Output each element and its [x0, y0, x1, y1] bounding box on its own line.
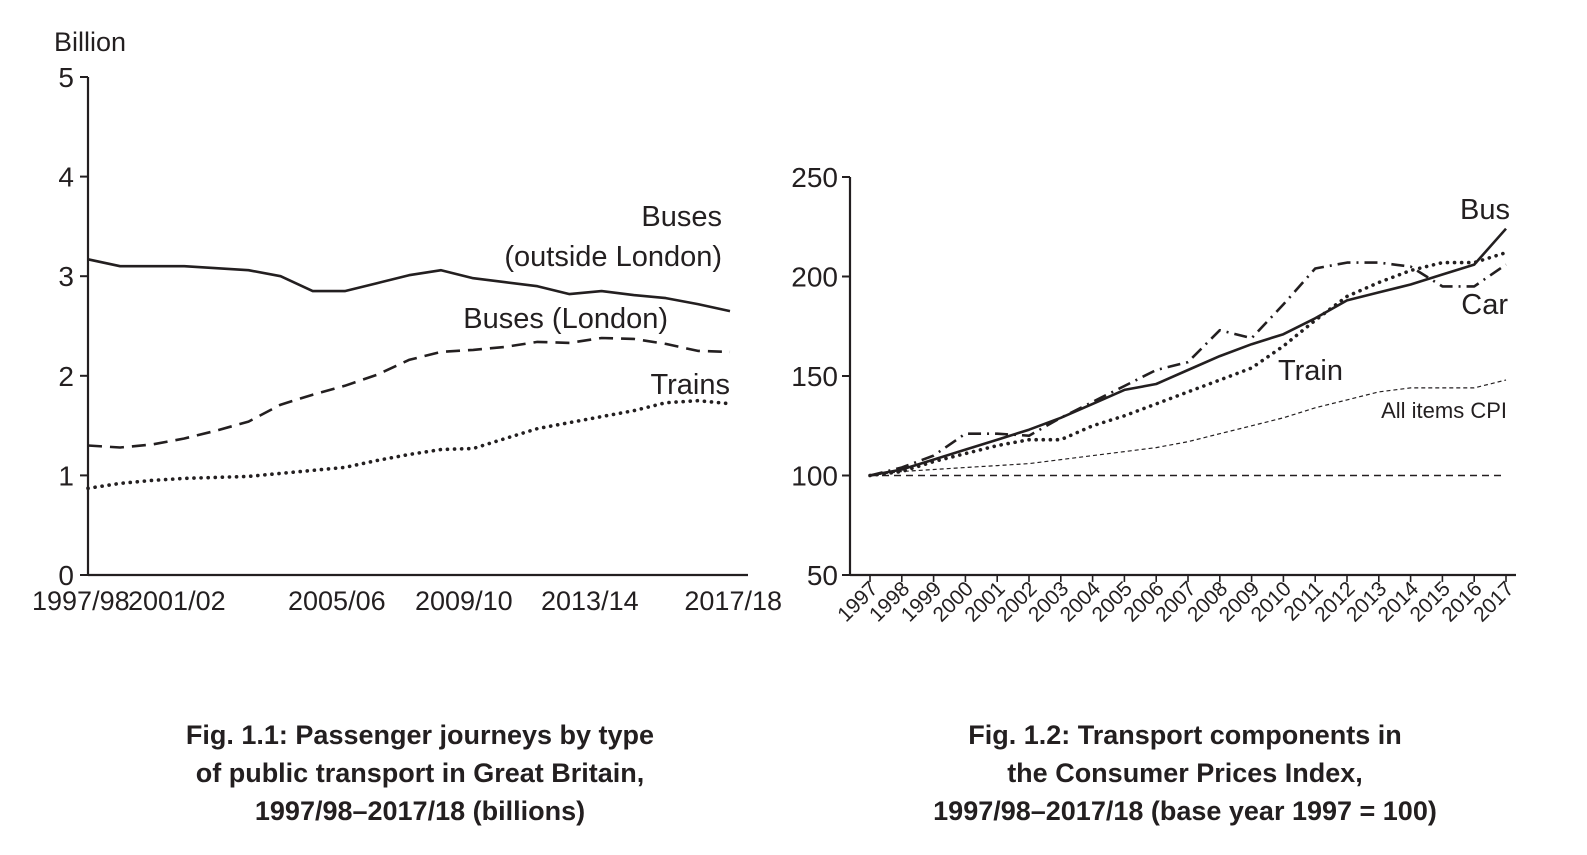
y-tick-label: 200 — [791, 262, 838, 293]
figure-1-caption-line: 1997/98–2017/18 (billions) — [254, 796, 586, 826]
x-tick-label: 1997/98 — [32, 586, 130, 616]
y-tick-label: 250 — [791, 162, 838, 193]
x-tick-label: 2017/18 — [684, 586, 782, 616]
series-label-buses-london: Buses (London) — [463, 303, 668, 335]
y-tick-label: 3 — [58, 261, 74, 292]
series-line-car — [869, 261, 1507, 477]
x-tick-label: 2013/14 — [541, 586, 639, 616]
y-tick-label: 100 — [791, 461, 838, 492]
figure-2-caption: Fig. 1.2: Transport components in the Co… — [840, 716, 1530, 830]
data-point-buses-london — [439, 349, 444, 354]
y-tick-label: 150 — [791, 361, 838, 392]
y-axis-title: Billion — [54, 27, 126, 57]
series-label-car: Car — [1461, 289, 1508, 321]
y-tick-label: 1 — [58, 460, 74, 491]
x-tick-label: 2009/10 — [415, 586, 513, 616]
data-point-car — [963, 431, 968, 436]
series-line-trains — [86, 398, 732, 491]
series-line-bus — [869, 227, 1507, 477]
y-tick-label: 4 — [58, 162, 74, 193]
series-label-train: Train — [1278, 355, 1343, 387]
series-line-buses-outside-london — [87, 258, 731, 313]
data-point-trains — [728, 401, 733, 406]
series-label-bus: Bus — [1460, 194, 1510, 226]
series-line-buses-london — [87, 336, 731, 449]
series-label-all-items-cpi: All items CPI — [1381, 398, 1507, 423]
series-label-buses-outside-london: Buses — [641, 201, 722, 233]
chart-transport-cpi: 5010015020025019971998199920002001200220… — [791, 162, 1518, 627]
figure-1-caption-line: of public transport in Great Britain, — [195, 758, 645, 788]
y-tick-label: 2 — [58, 361, 74, 392]
y-tick-label: 50 — [807, 560, 838, 591]
series-line-all-items-cpi — [869, 379, 1507, 477]
series-label-buses-outside-london: (outside London) — [504, 241, 722, 273]
x-tick-label: 2001/02 — [128, 586, 226, 616]
series-line-train — [868, 250, 1508, 478]
figure-2-caption-line: Fig. 1.2: Transport components in — [968, 720, 1402, 750]
y-tick-label: 5 — [58, 62, 74, 93]
figure-1-caption: Fig. 1.1: Passenger journeys by type of … — [90, 716, 750, 830]
figure-1-caption-line: Fig. 1.1: Passenger journeys by type — [185, 720, 655, 750]
series-label-trains: Trains — [651, 369, 731, 401]
figure-2-caption-line: 1997/98–2017/18 (base year 1997 = 100) — [933, 796, 1437, 826]
y-tick-label: 0 — [58, 560, 74, 591]
figure-2-caption-line: the Consumer Prices Index, — [1007, 758, 1363, 788]
x-tick-label: 2005/06 — [288, 586, 386, 616]
